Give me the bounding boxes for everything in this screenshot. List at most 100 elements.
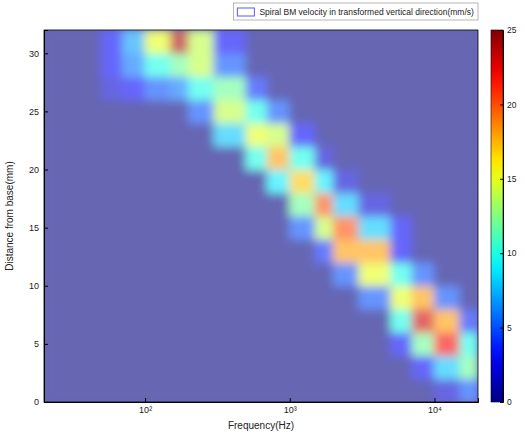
heatmap-cell [69, 123, 102, 147]
colorbar-tick-mark [500, 104, 503, 105]
heatmap-cell [459, 309, 478, 333]
heatmap-cell [44, 378, 70, 402]
heatmap-cell [145, 216, 171, 240]
heatmap-cell [214, 262, 247, 286]
heatmap-cell [170, 146, 189, 170]
heatmap-cell [390, 99, 412, 123]
heatmap-cell [246, 262, 268, 286]
heatmap-cell [246, 309, 268, 333]
heatmap-cell [390, 192, 412, 216]
colorbar [491, 30, 503, 402]
heatmap-cell [333, 239, 359, 263]
heatmap-cell [434, 192, 460, 216]
heatmap-cell [315, 192, 334, 216]
heatmap-cell [412, 355, 435, 379]
heatmap-cell [412, 378, 435, 402]
colorbar-tick: 10 [500, 248, 517, 258]
colorbar-tick-label: 10 [507, 248, 517, 258]
heatmap-cell [390, 262, 412, 286]
heatmap-cell [188, 192, 214, 216]
heatmap-cell [267, 309, 290, 333]
heatmap-cell [434, 285, 460, 309]
y-tick-mark [44, 111, 48, 112]
heatmap-cell [44, 332, 70, 356]
chart: 10²10³10⁴051015202530Frequency(Hz)Distan… [0, 0, 525, 437]
heatmap-cell [188, 309, 214, 333]
heatmap-cell [214, 239, 247, 263]
plot-frame [44, 30, 478, 402]
colorbar-tick-label: 5 [507, 323, 512, 333]
heatmap-cell [122, 192, 145, 216]
heatmap-cell [434, 30, 460, 54]
heatmap-cell [358, 239, 391, 263]
heatmap-cell [434, 239, 460, 263]
heatmap-cell [122, 355, 145, 379]
heatmap-cell [246, 99, 268, 123]
heatmap-cell [267, 239, 290, 263]
y-tick-label: 10 [29, 281, 39, 291]
heatmap-cell [358, 192, 391, 216]
heatmap-cell [214, 355, 247, 379]
heatmap-cell [459, 146, 478, 170]
heatmap-cell [101, 239, 123, 263]
legend: Spiral BM velocity in transformed vertic… [233, 3, 478, 20]
heatmap-cell [390, 355, 412, 379]
heatmap-cell [246, 355, 268, 379]
heatmap-cell [289, 99, 315, 123]
heatmap-cell [412, 262, 435, 286]
heatmap-cell [434, 216, 460, 240]
heatmap-cell [246, 53, 268, 77]
heatmap-cell [101, 30, 123, 54]
heatmap-cell [315, 285, 334, 309]
heatmap-cell [188, 30, 214, 54]
heatmap-cell [434, 309, 460, 333]
heatmap-cell [188, 169, 214, 193]
heatmap-cell [390, 378, 412, 402]
heatmap-cell [44, 216, 70, 240]
y-tick-label: 0 [34, 397, 39, 407]
heatmap-cell [358, 216, 391, 240]
heatmap-cell [289, 239, 315, 263]
heatmap-cell [122, 332, 145, 356]
heatmap-cell [390, 309, 412, 333]
heatmap-cell [267, 169, 290, 193]
heatmap-cell [188, 99, 214, 123]
heatmap-cell [315, 262, 334, 286]
heatmap-cell [145, 239, 171, 263]
heatmap-cell [170, 169, 189, 193]
heatmap-cell [44, 169, 70, 193]
heatmap-cell [44, 285, 70, 309]
heatmap-cell [315, 146, 334, 170]
heatmap-cell [44, 146, 70, 170]
heatmap-cell [101, 378, 123, 402]
heatmap-cell [358, 53, 391, 77]
heatmap-cell [412, 169, 435, 193]
y-tick-mark [44, 402, 48, 403]
heatmap-cell [267, 99, 290, 123]
heatmap-cell [289, 378, 315, 402]
heatmap-cell [333, 309, 359, 333]
heatmap-cell [315, 216, 334, 240]
heatmap-cell [390, 123, 412, 147]
heatmap-cell [315, 355, 334, 379]
heatmap-cell [267, 146, 290, 170]
heatmap-cell [459, 53, 478, 77]
heatmap-cell [69, 239, 102, 263]
y-tick-mark [44, 286, 48, 287]
heatmap-cell [246, 332, 268, 356]
heatmap-cell [412, 309, 435, 333]
y-tick-label: 25 [29, 107, 39, 117]
heatmap-cell [412, 239, 435, 263]
heatmap-cell [390, 30, 412, 54]
heatmap-cell [69, 262, 102, 286]
heatmap-cell [214, 169, 247, 193]
heatmap-cell [145, 332, 171, 356]
colorbar-tick-mark [500, 328, 503, 329]
heatmap-cell [145, 76, 171, 100]
heatmap-cell [333, 146, 359, 170]
heatmap-cell [188, 53, 214, 77]
heatmap-cell [145, 378, 171, 402]
heatmap-cell [267, 216, 290, 240]
heatmap-cell [145, 30, 171, 54]
heatmap-cell [69, 30, 102, 54]
